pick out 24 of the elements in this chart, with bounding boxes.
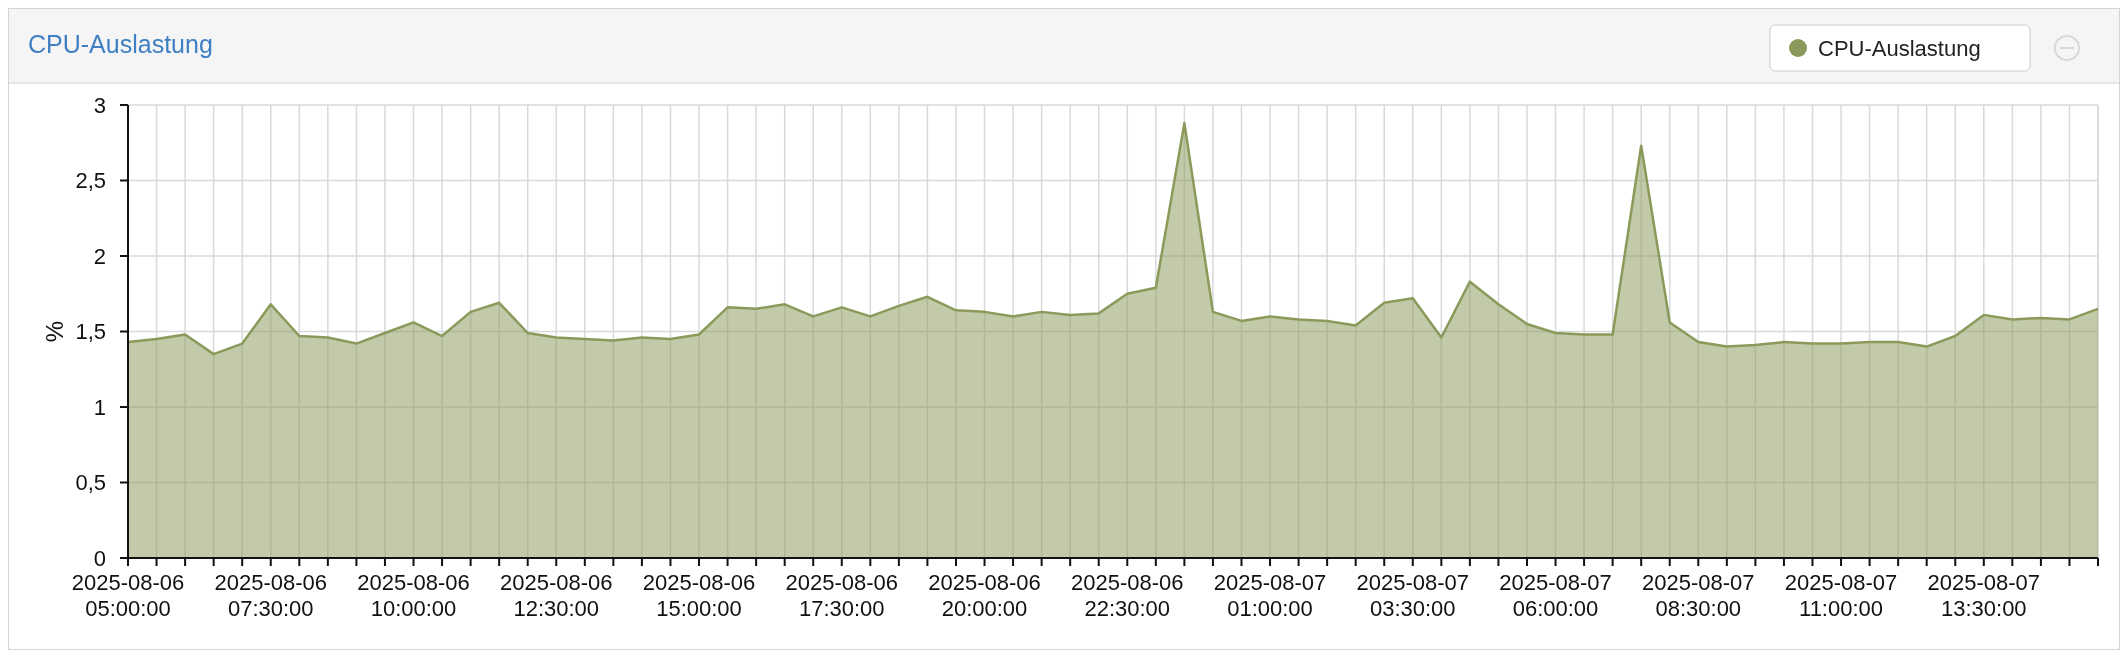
y-tick-label: 1 [93,394,106,420]
x-tick-label: 2025-08-06 05:00:00 [71,570,185,621]
x-tick-label: 2025-08-06 17:30:00 [785,570,899,621]
x-tick-label: 2025-08-06 22:30:00 [1071,570,1184,621]
x-tick-label: 2025-08-07 03:30:00 [1356,570,1470,621]
x-tick-label: 2025-08-06 20:00:00 [928,570,1041,621]
x-tick-label: 2025-08-07 13:30:00 [1927,570,2041,621]
y-tick-label: 2 [93,243,106,269]
y-tick-label: 0,5 [75,470,106,496]
legend-label: CPU-Auslastung [1818,36,1981,61]
y-tick-label: 0 [93,545,106,571]
x-tick-label: 2025-08-06 10:00:00 [357,570,470,621]
x-tick-label: 2025-08-07 01:00:00 [1213,570,1327,621]
y-tick-label: 3 [93,92,106,118]
x-tick-label: 2025-08-07 06:00:00 [1499,570,1612,621]
chart-title: CPU-Auslastung [28,30,213,58]
y-axis-title: % [41,320,68,343]
x-tick-label: 2025-08-06 15:00:00 [642,570,756,621]
y-tick-label: 1,5 [75,319,106,345]
y-tick-label: 2,5 [75,168,106,194]
x-tick-label: 2025-08-06 12:30:00 [499,570,613,621]
x-tick-label: 2025-08-07 11:00:00 [1784,570,1898,621]
x-tick-label: 2025-08-07 08:30:00 [1642,570,1755,621]
x-tick-label: 2025-08-06 07:30:00 [214,570,328,621]
